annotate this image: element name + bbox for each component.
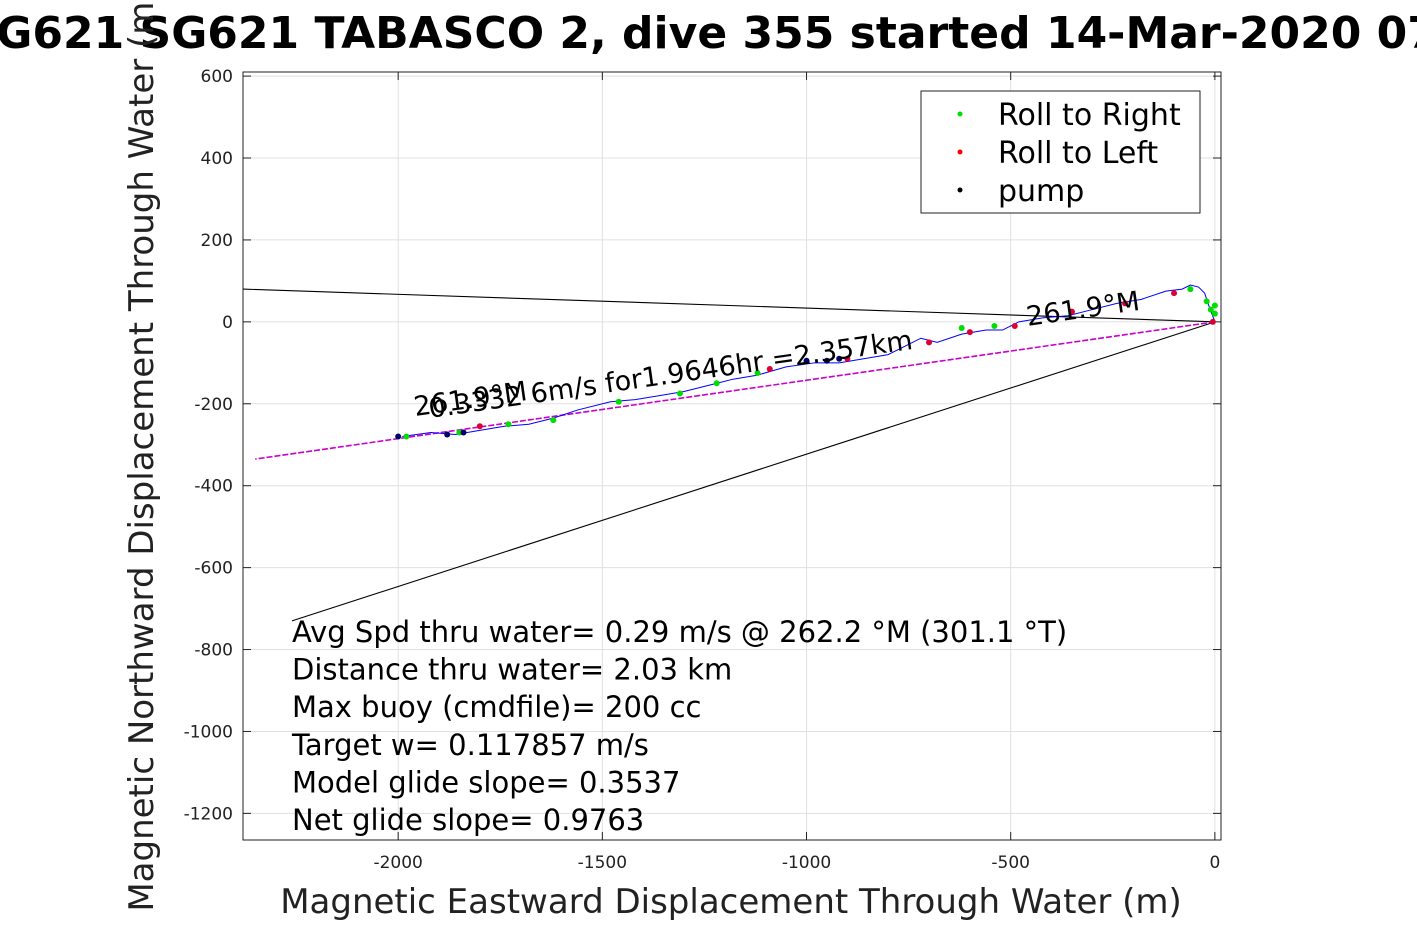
roll-right-marker [1187, 286, 1194, 293]
pump-marker [836, 355, 843, 362]
annotation-line: Max buoy (cmdfile)= 200 cc [292, 690, 701, 724]
roll-left-marker [926, 339, 933, 346]
x-tick-label: -1500 [578, 853, 627, 873]
reference-lines [242, 288, 1216, 622]
reference-line [255, 321, 1215, 460]
y-tick-label: -600 [194, 559, 233, 579]
y-axis-ticks: 600 400 200 0 -200 -400 -600 -800 -1000 -1200 [184, 67, 1221, 824]
annotation-line: Avg Spd thru water= 0.29 m/s @ 262.2 °M … [292, 615, 1067, 649]
y-tick-label: -1200 [184, 804, 233, 824]
roll-right-marker [505, 421, 512, 428]
x-tick-label: -2000 [373, 853, 422, 873]
roll-left-marker [1209, 318, 1216, 325]
roll-right-marker [754, 370, 761, 377]
roll-right-marker [958, 325, 965, 331]
annotation-line: Net glide slope= 0.9763 [292, 803, 644, 837]
roll-markers [395, 286, 1218, 440]
x-tick-label: -500 [991, 853, 1030, 873]
trajectory-line [402, 284, 1216, 438]
roll-left-marker [766, 365, 773, 372]
annotation-line: Model glide slope= 0.3537 [292, 765, 680, 799]
reference-line [242, 288, 1215, 323]
y-tick-label: 600 [201, 67, 233, 87]
roll-right-marker [1211, 302, 1218, 309]
x-tick-label: -1000 [782, 853, 831, 873]
annotation-line: Target w= 0.117857 m/s [291, 728, 649, 762]
pump-marker [395, 433, 402, 440]
y-tick-label: 0 [222, 313, 233, 333]
chart-title: SG621 SG621 TABASCO 2, dive 355 started … [0, 8, 1417, 59]
pump-marker [460, 429, 467, 436]
reference-line [291, 321, 1216, 622]
x-tick-label: 0 [1209, 853, 1220, 873]
roll-right-marker [713, 380, 720, 387]
legend-label: pump [998, 174, 1084, 209]
y-tick-label: -800 [194, 641, 233, 661]
series-lines [402, 284, 1216, 438]
roll-left-marker [1068, 308, 1075, 315]
roll-left-marker [966, 329, 973, 336]
roll-right-marker [550, 417, 557, 424]
pump-marker [823, 357, 830, 364]
annotation-line: Distance thru water= 2.03 km [292, 653, 732, 687]
roll-left-marker [476, 423, 483, 430]
roll-left-marker [1122, 300, 1129, 307]
y-tick-label: -200 [194, 395, 233, 415]
grid-lines [243, 72, 1221, 840]
x-axis-label: Magnetic Eastward Displacement Through W… [280, 882, 1182, 922]
roll-left-marker [844, 355, 851, 362]
roll-right-marker [403, 433, 410, 440]
pump-marker [444, 431, 451, 438]
stats-annotations: Avg Spd thru water= 0.29 m/s @ 262.2 °M … [291, 615, 1067, 837]
y-tick-label: 400 [201, 149, 233, 169]
plot-area-frame [242, 71, 1222, 841]
roll-left-marker [1171, 290, 1178, 297]
x-axis-ticks: -2000 -1500 -1000 -500 0 [373, 72, 1220, 873]
legend-label: Roll to Left [998, 136, 1158, 171]
y-tick-label: 200 [201, 231, 233, 251]
pump-marker [803, 357, 810, 364]
legend-marker [957, 149, 963, 155]
rotated-label: 261.9°M [1024, 286, 1141, 333]
legend-marker [957, 187, 963, 193]
roll-right-marker [991, 322, 998, 329]
legend-box [920, 90, 1201, 214]
y-axis-label: Magnetic Northward Displacement Through … [122, 0, 162, 912]
y-tick-label: -1000 [184, 722, 233, 742]
roll-right-marker [615, 398, 622, 405]
roll-left-marker [1011, 322, 1018, 329]
y-tick-label: -400 [194, 477, 233, 497]
roll-right-marker [1207, 306, 1214, 313]
legend-marker [957, 111, 963, 117]
roll-right-marker [1211, 310, 1218, 317]
roll-right-marker [1203, 298, 1210, 305]
roll-right-marker [676, 390, 683, 397]
legend-label: Roll to Right [998, 98, 1181, 133]
